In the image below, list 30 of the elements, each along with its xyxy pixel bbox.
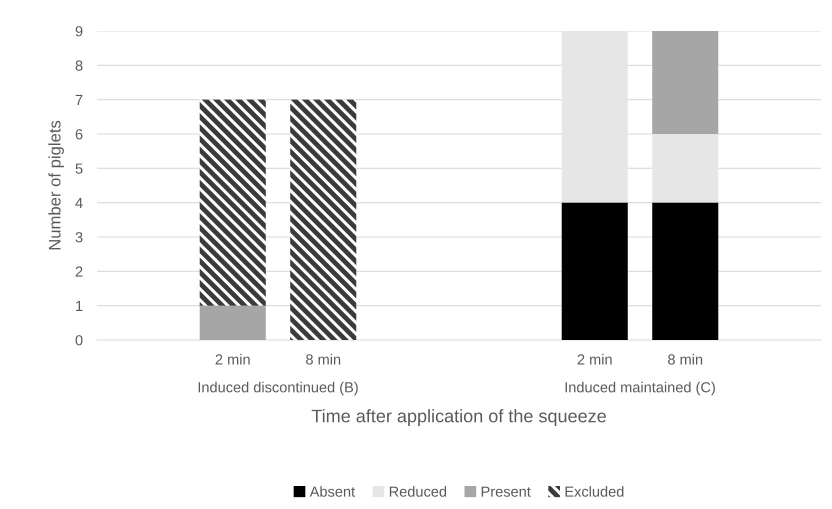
bar <box>290 100 356 340</box>
x-tick-label: 8 min <box>668 354 702 365</box>
y-tick-label: 4 <box>75 198 83 208</box>
x-axis-title: Time after application of the squeeze <box>312 409 606 426</box>
x-tick-label: 2 min <box>216 354 250 364</box>
y-tick-label: 3 <box>76 232 82 242</box>
bar <box>200 306 266 340</box>
y-tick-label: 1 <box>76 300 82 311</box>
bar <box>652 134 718 203</box>
legend-label: Absent <box>310 486 355 497</box>
y-tick-label: 9 <box>76 26 82 36</box>
legend-label: Excluded <box>566 486 624 497</box>
bar <box>652 31 718 134</box>
y-tick-label: 8 <box>76 60 82 71</box>
x-tick-label: 8 min <box>306 354 340 365</box>
y-tick-label: 6 <box>76 129 82 140</box>
text: Induced discontinued (B) <box>198 382 358 396</box>
y-tick-label: 5 <box>76 164 82 174</box>
bar <box>562 31 628 203</box>
x-tick-label: 2 min <box>578 354 612 364</box>
y-tick-label: 7 <box>76 94 82 105</box>
bar <box>200 100 266 306</box>
legend-label: Present <box>482 486 531 497</box>
y-tick-label: 2 <box>76 266 82 277</box>
legend-label: Reduced <box>390 486 446 497</box>
bar <box>562 202 628 340</box>
y-tick-label: 0 <box>76 335 83 346</box>
bar <box>652 202 718 340</box>
y-axis-title: Number of piglets <box>48 120 64 250</box>
text: Induced maintained (C) <box>566 382 715 396</box>
